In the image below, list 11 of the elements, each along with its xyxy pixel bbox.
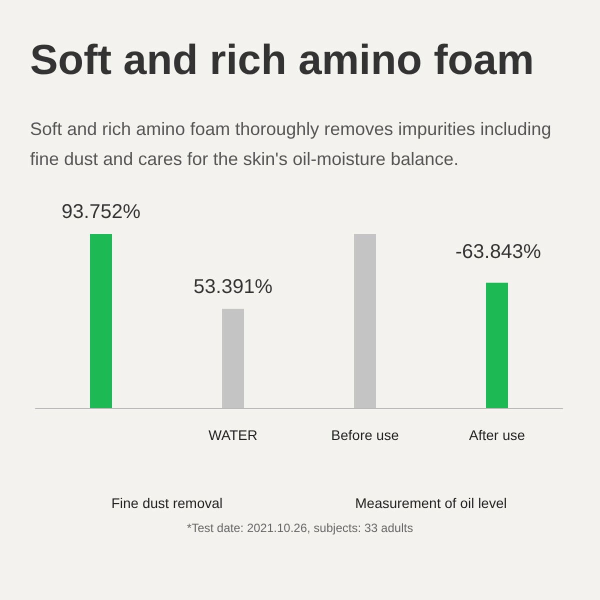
chart-subtitle: Soft and rich amino foam thoroughly removes impurities including fine dust and cares for the skin's oil-moisture balance.	[30, 118, 552, 171]
x-axis-title: Measurement of oil level	[355, 495, 507, 511]
data-label: 93.752%	[62, 201, 141, 223]
chart-title: Soft and rich amino foam	[30, 36, 534, 84]
x-axis-title: Fine dust removal	[111, 495, 223, 511]
data-label: 53.391%	[194, 276, 273, 298]
text: *Test date: 2021.10.26, subjects: 33 adults	[186, 521, 414, 535]
x-tick-label: Before use	[331, 427, 400, 443]
x-tick-label: After use	[468, 427, 526, 443]
annotation: -63.843%	[455, 241, 542, 263]
x-tick-label: WATER	[208, 427, 258, 443]
